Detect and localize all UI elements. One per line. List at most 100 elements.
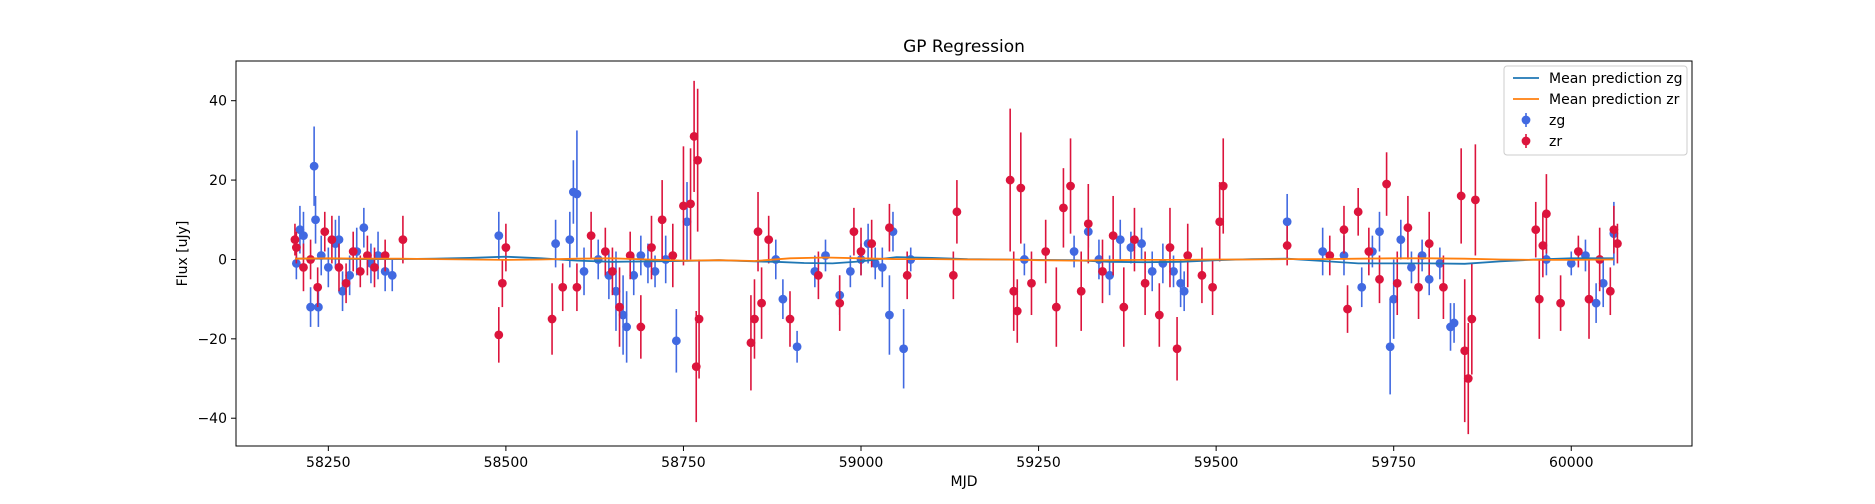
data-point-zr — [1460, 346, 1470, 356]
data-point-zr — [1375, 274, 1384, 284]
data-point-zg — [1318, 247, 1328, 256]
axes: 58250 58500 58750 59000 59250 59500 59750 60000… — [197, 94, 1593, 471]
data-point-zr — [689, 132, 699, 141]
data-point-zr — [334, 262, 344, 272]
data-point-zg — [1375, 227, 1384, 237]
legend-label: zr — [1549, 134, 1562, 150]
x-tick-label: 59000 — [839, 455, 884, 471]
data-point-zr — [299, 262, 308, 272]
data-point-zg — [373, 251, 383, 260]
data-point-zg — [1385, 342, 1395, 352]
data-point-zr — [1197, 270, 1207, 280]
data-point-zr — [1584, 294, 1594, 304]
data-point-zg — [650, 266, 660, 276]
data-point-zg — [334, 235, 344, 245]
data-point-zg — [1176, 278, 1186, 288]
data-point-zr — [1339, 225, 1349, 235]
data-point-zg — [1566, 259, 1576, 268]
data-point-zg — [338, 286, 347, 296]
data-point-zr — [615, 302, 624, 312]
data-point-zr — [1083, 219, 1093, 229]
data-point-zr — [1325, 251, 1335, 260]
y-axis-label: Flux [uJy] — [175, 221, 191, 287]
data-point-zr — [362, 251, 372, 260]
data-point-zr — [856, 247, 866, 256]
data-point-zr — [1059, 203, 1068, 213]
data-point-zg — [1339, 251, 1349, 260]
x-tick-label: 58750 — [661, 455, 706, 471]
x-tick-label: 60000 — [1549, 455, 1594, 471]
data-point-zg — [1449, 318, 1459, 328]
data-point-zg — [1105, 270, 1114, 280]
data-point-zg — [565, 235, 575, 245]
data-point-zr — [1183, 251, 1193, 260]
data-point-zr — [1382, 179, 1391, 189]
plot-frame — [235, 60, 1693, 447]
data-point-zr — [355, 266, 365, 276]
data-point-zr — [1016, 183, 1026, 193]
data-point-zr — [1218, 181, 1228, 191]
data-point-zg — [821, 251, 830, 260]
data-point-zr — [885, 223, 894, 233]
data-point-zg — [494, 231, 504, 241]
data-point-zr — [370, 262, 379, 272]
data-point-zr — [1343, 304, 1352, 314]
data-point-zr — [398, 235, 408, 245]
y-tick-label: 0 — [218, 252, 227, 268]
data-point-zr — [902, 270, 912, 280]
data-point-zr — [750, 314, 759, 324]
data-point-zr — [497, 278, 507, 288]
data-point-zr — [501, 243, 511, 252]
data-point-zr — [1005, 175, 1015, 185]
data-point-zg — [1282, 217, 1292, 227]
data-point-zg — [551, 239, 561, 248]
data-point-zr — [1609, 225, 1619, 235]
x-tick-label: 59500 — [1194, 455, 1239, 471]
data-point-zr — [1605, 286, 1615, 296]
data-point-zr — [1282, 241, 1292, 250]
data-point-zr — [1165, 243, 1175, 252]
data-point-zg — [1424, 274, 1434, 284]
data-point-zg — [845, 266, 855, 276]
data-point-zr — [1066, 181, 1075, 191]
data-point-zr — [608, 266, 617, 276]
data-point-zr — [867, 239, 877, 248]
data-point-zg — [1179, 286, 1189, 296]
data-point-zr — [1467, 314, 1477, 324]
data-point-zg — [877, 262, 887, 272]
data-point-zr — [558, 282, 568, 292]
data-point-zr — [327, 235, 337, 245]
data-point-zg — [636, 251, 646, 260]
data-point-zr — [1098, 266, 1107, 276]
data-point-zr — [1439, 282, 1448, 292]
data-point-zg — [572, 189, 582, 199]
data-point-zg — [1357, 282, 1367, 292]
data-point-zr — [1119, 302, 1129, 312]
data-point-zg — [778, 294, 788, 304]
data-point-zr — [757, 298, 766, 308]
data-point-zg — [1126, 243, 1136, 252]
data-point-zg — [359, 223, 369, 233]
data-point-zr — [1573, 247, 1583, 256]
data-point-zr — [686, 199, 695, 209]
data-point-zr — [668, 251, 678, 260]
data-point-zg — [1169, 266, 1178, 276]
data-point-zr — [1140, 278, 1150, 288]
data-point-zr — [572, 282, 582, 292]
data-point-zg — [579, 266, 589, 276]
legend-label: zg — [1549, 113, 1565, 129]
legend-swatch-marker — [1521, 115, 1531, 125]
x-tick-label: 59750 — [1371, 455, 1416, 471]
data-point-zr — [636, 322, 646, 332]
data-point-zr — [814, 270, 823, 280]
data-point-zr — [948, 270, 958, 280]
data-point-zg — [671, 336, 681, 346]
data-point-zg — [323, 262, 333, 272]
legend-swatch-marker — [1521, 136, 1531, 146]
data-point-zr — [1538, 241, 1548, 250]
data-point-zr — [1076, 286, 1086, 296]
data-point-zg — [1598, 278, 1608, 288]
data-point-zr — [1353, 207, 1363, 217]
data-point-zg — [311, 215, 320, 225]
data-point-zr — [679, 201, 688, 211]
